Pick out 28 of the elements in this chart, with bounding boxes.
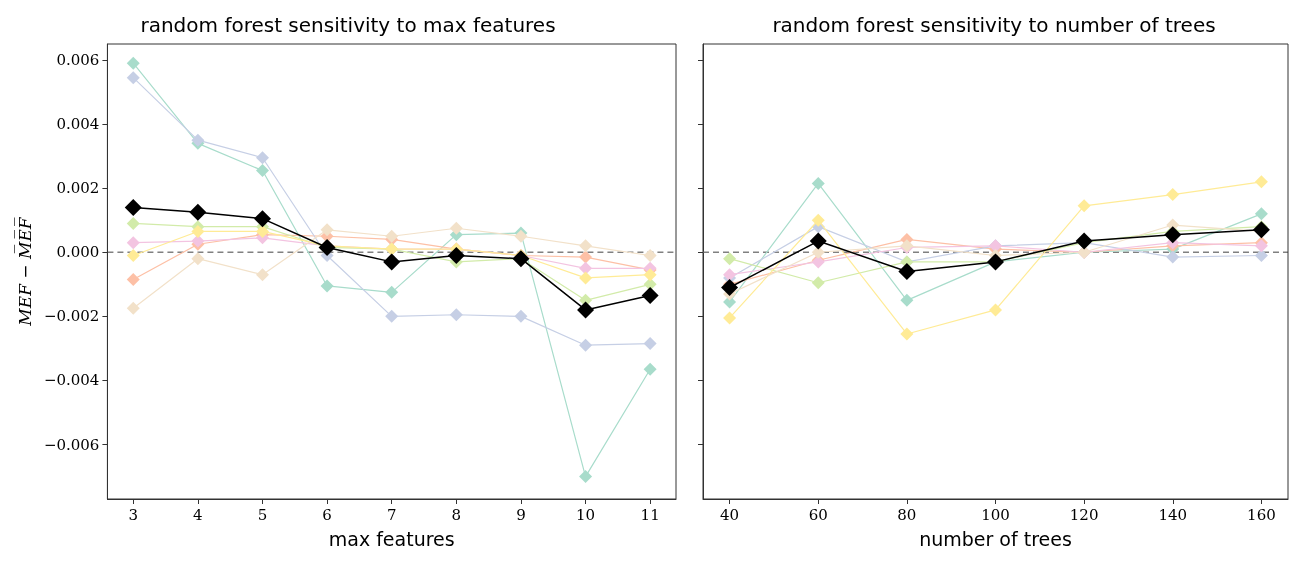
x-axis-title: max features [328, 527, 455, 550]
chart-title: random forest sensitivity to max features [140, 13, 556, 37]
x-tick-label: 3 [128, 505, 139, 524]
x-tick-label: 120 [1069, 505, 1099, 524]
x-tick-label: 8 [451, 505, 462, 524]
x-tick-label: 140 [1158, 505, 1188, 524]
y-tick-label: −0.006 [43, 435, 100, 454]
y-tick-label: 0.000 [56, 243, 100, 262]
y-tick-label: −0.002 [43, 307, 100, 326]
x-tick-label: 10 [576, 505, 596, 524]
x-tick-label: 80 [897, 505, 917, 524]
y-tick-label: 0.002 [56, 179, 100, 198]
y-tick-label: 0.006 [56, 51, 100, 70]
x-tick-label: 40 [720, 505, 740, 524]
chart-title: random forest sensitivity to number of trees [772, 13, 1216, 37]
x-tick-label: 4 [193, 505, 203, 524]
x-tick-label: 9 [516, 505, 526, 524]
x-tick-label: 100 [981, 505, 1010, 524]
x-tick-label: 11 [640, 505, 660, 524]
x-tick-label: 60 [808, 505, 828, 524]
x-tick-label: 5 [257, 505, 268, 524]
x-tick-label: 7 [386, 505, 397, 524]
y-tick-label: −0.004 [43, 371, 100, 390]
y-axis-title: MEF − M̅E̅F̅ [14, 216, 35, 327]
x-tick-label: 6 [322, 505, 332, 524]
x-tick-label: 160 [1247, 505, 1276, 524]
y-tick-label: 0.004 [56, 115, 100, 134]
x-axis-title: number of trees [919, 527, 1072, 550]
